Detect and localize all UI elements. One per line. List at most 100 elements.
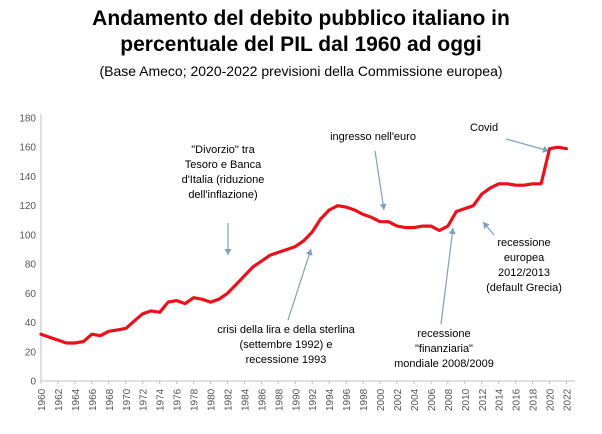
data-point: [396, 225, 398, 227]
annotation-text: recessione: [417, 328, 470, 340]
data-point: [235, 283, 237, 286]
data-point: [167, 301, 169, 303]
data-point: [370, 216, 373, 218]
data-point: [379, 221, 381, 223]
annotation-text: "Divorzio" tra: [191, 144, 255, 156]
annotation-text: "finanziaria": [415, 343, 473, 355]
data-point: [345, 206, 347, 208]
x-tick-label: 1976: [173, 388, 184, 411]
data-point: [565, 148, 568, 150]
data-point: [464, 207, 466, 210]
data-point: [472, 205, 474, 207]
data-point: [311, 231, 313, 233]
data-point: [108, 330, 110, 332]
x-tick-label: 1996: [342, 388, 353, 411]
data-point: [209, 301, 212, 303]
data-point: [74, 342, 76, 344]
annotation-text: recessione: [497, 237, 550, 249]
x-tick-label: 2018: [529, 388, 540, 411]
x-tick-label: 1994: [325, 388, 336, 411]
data-point: [116, 329, 118, 331]
data-point: [523, 184, 525, 186]
y-tick-label: 180: [19, 114, 36, 125]
x-tick-label: 2006: [427, 388, 438, 411]
x-tick-label: 2002: [393, 388, 404, 411]
data-point: [176, 300, 178, 302]
data-point: [303, 240, 305, 242]
y-tick-label: 80: [25, 260, 37, 271]
x-axis-ticks: 1960 1962 1964 1966 1968 1970 1972 1974 1976 1978…: [37, 381, 574, 411]
y-tick-label: 140: [19, 172, 36, 183]
annotation-arrow: [287, 248, 312, 321]
annotations: "Divorzio" tra Tesoro e Banca d'Italia (ri…: [182, 122, 562, 370]
data-point: [387, 221, 390, 223]
x-tick-label: 1984: [240, 388, 251, 411]
annotation-text: europea: [504, 252, 545, 264]
data-point: [498, 183, 500, 185]
data-point: [184, 302, 186, 305]
data-point: [150, 310, 152, 312]
annotation-text: recessione 1993: [246, 354, 327, 366]
annotation-text: dell'inflazione): [188, 189, 257, 201]
data-point: [269, 254, 271, 256]
annotation-arrowhead: [448, 228, 456, 235]
data-point: [481, 193, 483, 195]
data-point: [159, 311, 161, 313]
x-tick-label: 1962: [54, 388, 65, 411]
x-tick-label: 2014: [495, 388, 506, 411]
annotation-text: Tesoro e Banca: [185, 159, 262, 171]
y-tick-label: 60: [25, 289, 37, 300]
x-tick-label: 1964: [71, 388, 82, 411]
debt-series-line: [39, 145, 569, 345]
x-tick-label: 2022: [563, 388, 574, 411]
y-tick-label: 120: [19, 201, 36, 212]
annotation-text: Covid: [470, 122, 498, 134]
y-tick-label: 40: [25, 318, 37, 329]
x-tick-label: 1974: [156, 388, 167, 411]
data-point: [294, 245, 296, 248]
data-point: [421, 225, 424, 227]
annotation-arrows: [224, 138, 550, 325]
data-point: [320, 218, 322, 220]
annotation-arrowhead: [379, 203, 387, 210]
x-tick-label: 1970: [122, 388, 133, 411]
x-tick-label: 1980: [207, 388, 218, 411]
series-group: [39, 145, 569, 345]
x-tick-label: 1972: [139, 388, 150, 411]
data-point: [532, 183, 534, 185]
data-point: [328, 209, 330, 211]
data-point: [404, 226, 407, 229]
annotation-arrow: [440, 227, 454, 325]
x-tick-label: 1982: [223, 388, 234, 411]
data-point: [48, 336, 51, 338]
data-point: [260, 260, 262, 262]
data-point: [515, 184, 517, 186]
x-tick-label: 2008: [444, 388, 455, 411]
data-point: [354, 209, 356, 211]
chart-subtitle: (Base Ameco; 2020-2022 previsioni della …: [99, 63, 503, 79]
data-point: [337, 205, 339, 207]
x-tick-label: 1998: [359, 388, 370, 411]
x-tick-label: 2010: [461, 388, 472, 411]
chart-title-line-2: percentuale del PIL dal 1960 ad oggi: [120, 33, 482, 56]
data-point: [226, 292, 229, 294]
data-point: [430, 225, 432, 227]
x-tick-label: 2000: [376, 388, 387, 411]
annotation-arrowhead: [224, 249, 232, 255]
x-tick-label: 1988: [274, 388, 285, 411]
annotation-arrow: [374, 150, 385, 211]
annotation-arrowhead: [483, 222, 490, 229]
data-point: [557, 146, 559, 148]
data-point: [506, 183, 508, 185]
data-point: [455, 210, 457, 213]
data-point: [201, 298, 203, 300]
annotation-text: mondiale 2008/2009: [394, 358, 494, 370]
annotation-text: (default Grecia): [486, 282, 562, 294]
annotation-text: ingresso nell'euro: [330, 131, 416, 143]
data-point: [65, 342, 68, 344]
annotation-text: d'Italia (riduzione: [182, 174, 265, 186]
data-point: [243, 275, 246, 277]
data-point: [218, 298, 220, 300]
data-point: [540, 183, 542, 185]
